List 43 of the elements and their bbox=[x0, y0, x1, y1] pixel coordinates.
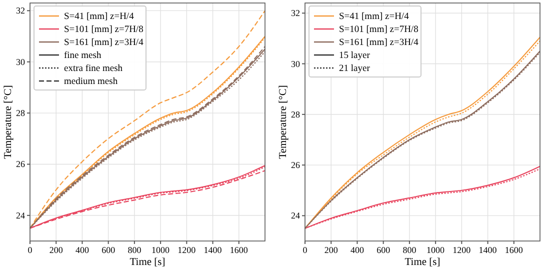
legend-label: S=101 [mm] z=7H/8 bbox=[339, 25, 419, 35]
x-tick-label: 1600 bbox=[230, 245, 248, 255]
annotation: extra fine mesh bbox=[64, 64, 123, 74]
y-tick-label: 32 bbox=[291, 8, 300, 18]
legend-label: S=161 [mm] z=3H/4 bbox=[64, 38, 144, 48]
x-tick-label: 800 bbox=[128, 245, 142, 255]
annotation: 15 layer bbox=[339, 51, 371, 61]
annotation: fine mesh bbox=[64, 51, 102, 61]
legend-label: S=101 [mm] z=7H/8 bbox=[64, 25, 144, 35]
annotation: medium mesh bbox=[64, 77, 118, 87]
x-tick-label: 600 bbox=[102, 245, 116, 255]
x-tick-label: 1400 bbox=[478, 245, 498, 255]
y-tick-label: 26 bbox=[16, 159, 26, 170]
x-tick-label: 1600 bbox=[504, 245, 524, 255]
x-tick-label: 800 bbox=[402, 245, 417, 255]
legend-label: S=41 [mm] z=H/4 bbox=[339, 12, 410, 22]
y-tick-label: 24 bbox=[16, 210, 26, 220]
legend-label: S=41 [mm] z=H/4 bbox=[64, 12, 134, 22]
x-tick-label: 400 bbox=[350, 245, 364, 255]
y-tick-label: 30 bbox=[16, 56, 26, 67]
x-tick-label: 1400 bbox=[204, 245, 222, 255]
x-tick-label: 0 bbox=[302, 245, 308, 255]
annotation: 21 layer bbox=[339, 64, 371, 74]
y-tick-label: 24 bbox=[291, 210, 300, 221]
y-tick-label: 28 bbox=[291, 109, 300, 120]
y-tick-label: 26 bbox=[291, 160, 300, 170]
legend-label: S=161 [mm] z=3H/4 bbox=[339, 38, 419, 48]
y-axis-title: Temperature [°C] bbox=[278, 85, 289, 159]
y-tick-label: 32 bbox=[16, 6, 25, 16]
y-axis-title: Temperature [°C] bbox=[3, 85, 14, 159]
x-axis-title: Time [s] bbox=[404, 257, 440, 268]
x-axis-title: Time [s] bbox=[130, 257, 166, 268]
x-tick-label: 1200 bbox=[178, 245, 196, 255]
x-tick-label: 1200 bbox=[452, 245, 472, 255]
x-tick-label: 1000 bbox=[152, 245, 170, 255]
y-tick-label: 28 bbox=[16, 108, 26, 118]
x-tick-label: 200 bbox=[324, 245, 338, 255]
x-tick-label: 200 bbox=[49, 245, 64, 255]
x-tick-label: 600 bbox=[376, 245, 391, 255]
x-tick-label: 0 bbox=[28, 245, 33, 255]
x-tick-label: 1000 bbox=[426, 245, 446, 255]
y-tick-label: 30 bbox=[291, 58, 300, 69]
x-tick-label: 400 bbox=[75, 245, 90, 255]
